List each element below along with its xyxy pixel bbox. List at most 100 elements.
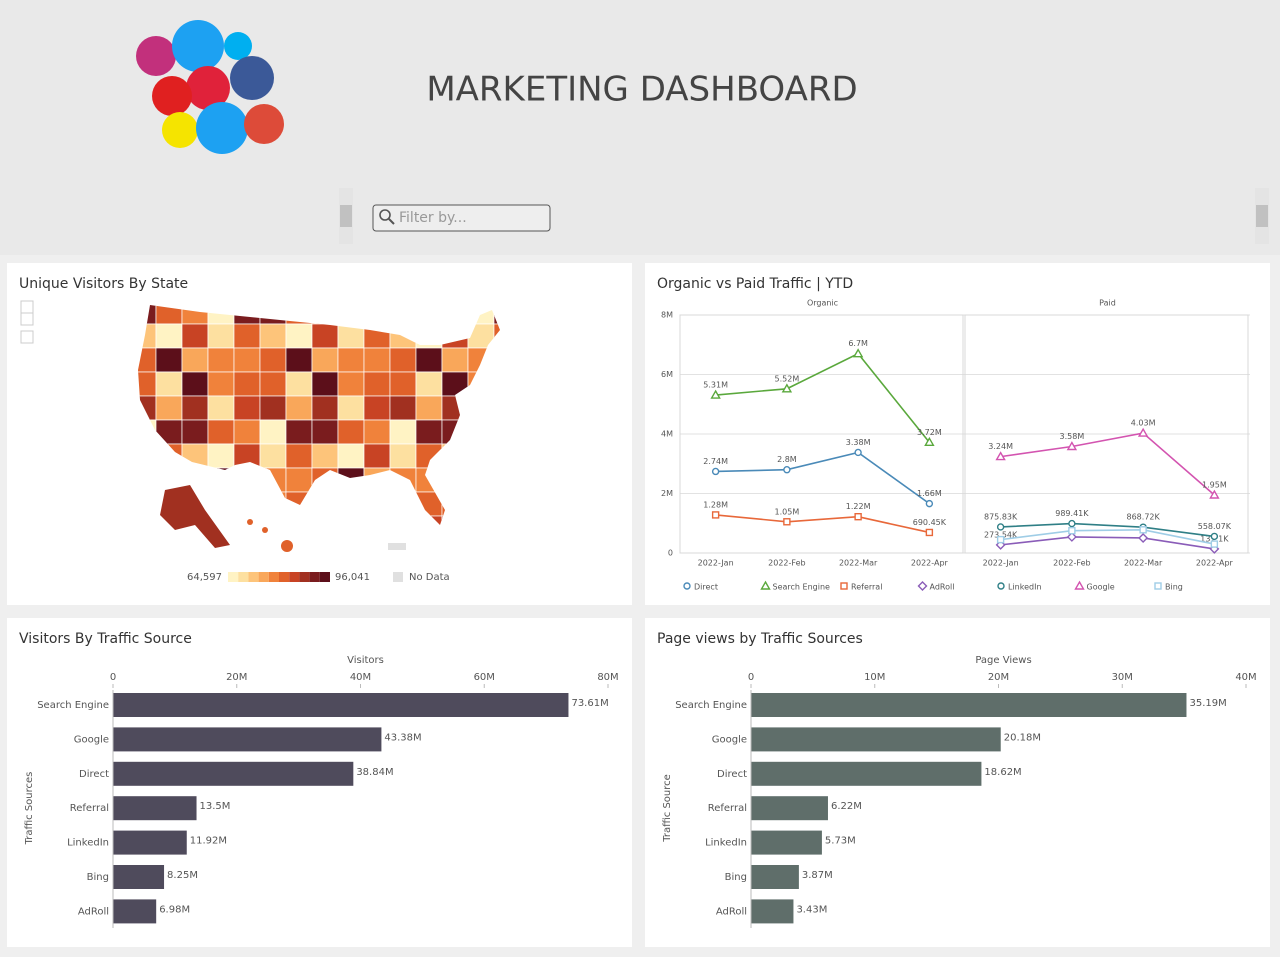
- state-region: [311, 371, 339, 397]
- state-region: [181, 395, 209, 421]
- state-region: [389, 443, 417, 469]
- facet-frame: [964, 314, 1249, 554]
- state-region: [363, 371, 391, 397]
- legend-label: Search Engine: [773, 583, 831, 592]
- state-region: [259, 371, 287, 397]
- data-label: 1.66M: [917, 489, 942, 498]
- zoom-controls[interactable]: [20, 300, 34, 344]
- bar: [113, 899, 157, 924]
- state-region: [337, 347, 365, 373]
- y-tick-label: Referral: [708, 803, 747, 814]
- point: [1139, 526, 1147, 534]
- data-label: 3.58M: [1060, 432, 1085, 441]
- state-region: [155, 323, 183, 349]
- bar: [113, 693, 569, 717]
- state-region: [207, 419, 235, 445]
- scrollbar[interactable]: [1255, 188, 1269, 244]
- state-region: [155, 347, 183, 373]
- point: [997, 582, 1005, 590]
- legend-no-data-swatch: [393, 572, 403, 582]
- x-tick-label: 0: [110, 672, 116, 683]
- legend-label: AdRoll: [930, 583, 955, 592]
- x-axis-title: Visitors: [347, 655, 384, 666]
- point: [854, 513, 862, 521]
- legend-label: Referral: [851, 583, 882, 592]
- point: [683, 582, 691, 590]
- state-region: [181, 347, 209, 373]
- point: [996, 535, 1005, 544]
- y-tick-label: Bing: [87, 872, 109, 883]
- filter-placeholder[interactable]: Filter by...: [399, 210, 467, 226]
- chart-title: Organic vs Paid Traffic | YTD: [657, 276, 853, 292]
- data-label: 868.72K: [1127, 513, 1161, 522]
- filter-box[interactable]: Filter by...: [372, 204, 551, 232]
- x-tick-label: 2022-Apr: [911, 559, 949, 568]
- legend-swatch: [279, 572, 290, 582]
- bar: [113, 796, 197, 821]
- legend-swatch: [309, 572, 320, 582]
- state-region: [389, 347, 417, 373]
- point: [925, 528, 934, 537]
- y-tick-label: Referral: [70, 803, 109, 814]
- data-label: 5.31M: [703, 381, 728, 390]
- state-region: [259, 347, 287, 373]
- state-region: [259, 443, 287, 469]
- dashboard-title: MARKETING DASHBOARD: [426, 70, 857, 110]
- series-line: [715, 352, 930, 443]
- x-tick-label: 80M: [597, 672, 618, 683]
- legend-min: 64,597: [187, 572, 222, 583]
- us-map-extra: [160, 485, 406, 552]
- data-label: 3.38M: [846, 438, 871, 447]
- x-tick-label: 2022-Feb: [1053, 559, 1090, 568]
- bar: [751, 796, 828, 821]
- x-tick-label: 30M: [1112, 672, 1133, 683]
- point: [711, 467, 720, 476]
- point: [1138, 532, 1149, 543]
- state-region: [389, 371, 417, 397]
- state-region: [155, 371, 183, 397]
- point: [917, 581, 928, 591]
- logo: [136, 20, 284, 154]
- state-region: [389, 419, 417, 445]
- state-region: [233, 419, 261, 445]
- facet-label: Paid: [1099, 299, 1116, 308]
- legend-swatch: [248, 572, 259, 582]
- bar: [751, 727, 1001, 752]
- facet-label: Organic: [807, 299, 838, 308]
- state-region: [363, 419, 391, 445]
- y-tick-label: Bing: [725, 872, 747, 883]
- chart-title: Unique Visitors By State: [19, 276, 188, 292]
- data-label: 5.73M: [825, 836, 856, 847]
- point: [854, 448, 862, 457]
- state-region: [441, 347, 469, 373]
- state-region: [389, 395, 417, 421]
- legend-swatch: [268, 572, 279, 582]
- point: [1066, 531, 1077, 542]
- x-tick-label: 0: [748, 672, 754, 683]
- state-region: [311, 419, 339, 445]
- x-tick-label: 2022-Jan: [983, 559, 1019, 568]
- point: [1210, 532, 1219, 541]
- x-tick-label: 2022-Apr: [1196, 559, 1234, 568]
- point: [783, 518, 791, 526]
- y-tick-label: Google: [74, 734, 109, 745]
- state-region: [363, 443, 391, 469]
- y-axis-title: Traffic Sources: [24, 772, 35, 846]
- x-tick-label: 60M: [474, 672, 495, 683]
- state-region: [181, 419, 209, 445]
- state-region: [207, 371, 235, 397]
- data-label: 3.72M: [917, 428, 942, 437]
- data-label: 1.05M: [775, 507, 800, 516]
- scrollbar[interactable]: [339, 188, 353, 244]
- data-label: 2.8M: [777, 455, 797, 464]
- data-label: 2.74M: [703, 457, 728, 466]
- x-tick-label: 2022-Jan: [698, 559, 734, 568]
- y-tick-label: AdRoll: [78, 906, 109, 917]
- data-label: 3.24M: [988, 442, 1013, 451]
- series-line: [1000, 522, 1215, 538]
- bar: [751, 693, 1187, 717]
- state-region: [233, 323, 261, 349]
- state-region: [207, 443, 235, 469]
- point: [1068, 519, 1076, 528]
- point: [781, 383, 793, 393]
